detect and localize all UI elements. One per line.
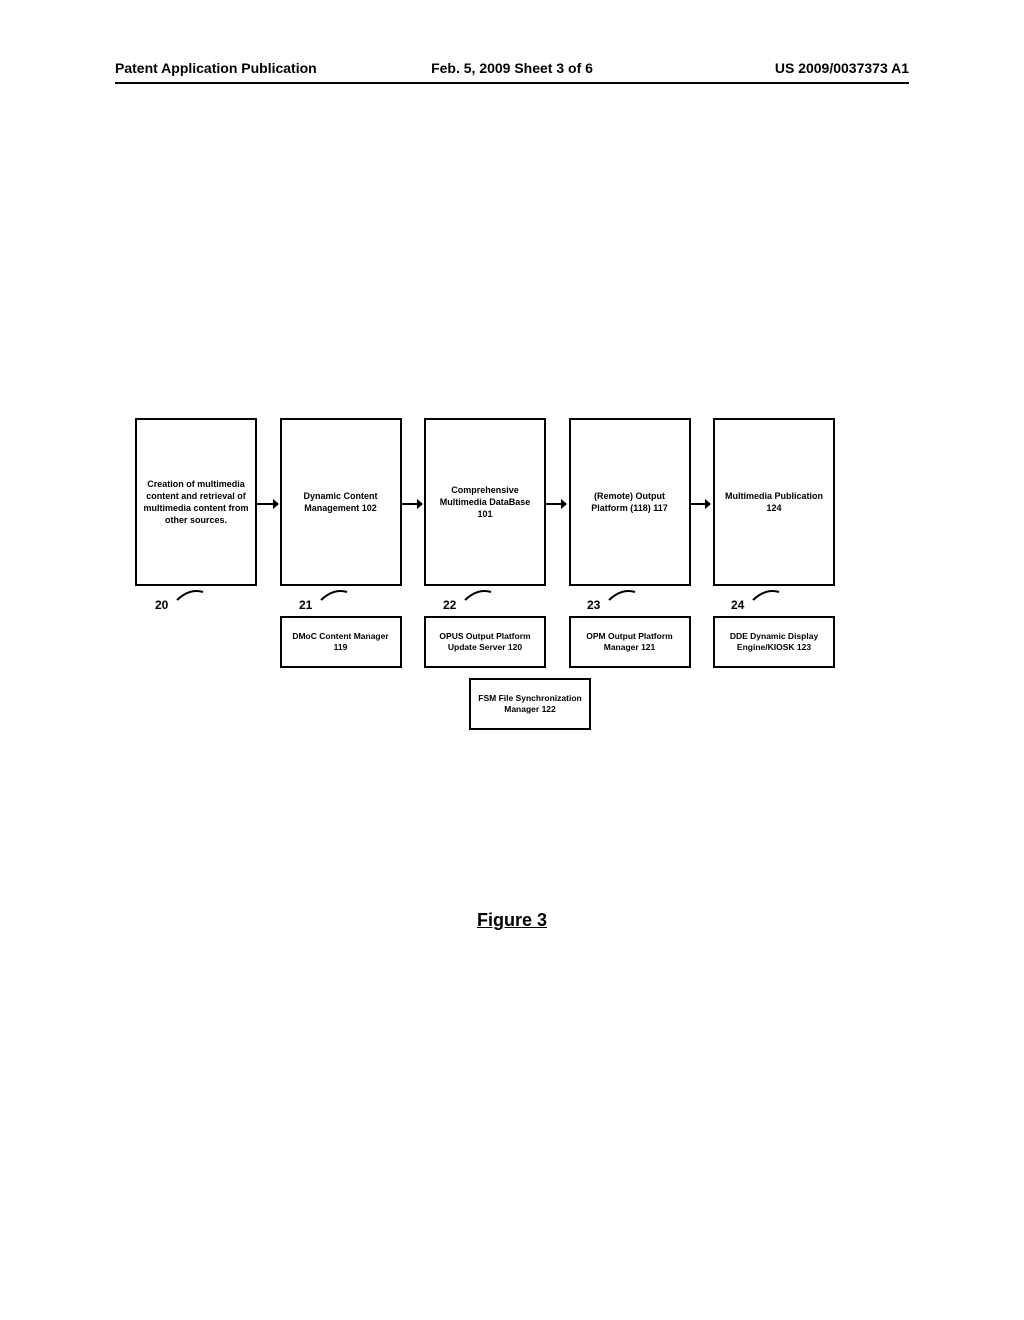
box-creation: Creation of multimedia content and retri… — [135, 418, 257, 586]
sub-row: DMoC Content Manager 119 OPUS Output Pla… — [135, 616, 835, 668]
spacer — [135, 616, 257, 668]
ref-24: 24 — [731, 598, 744, 612]
box-publication: Multimedia Publication 124 — [713, 418, 835, 586]
box-dmoc: DMoC Content Manager 119 — [280, 616, 402, 668]
arrow-4 — [689, 498, 711, 510]
tick-22 — [463, 586, 493, 602]
top-row: Creation of multimedia content and retri… — [135, 418, 835, 586]
tick-23 — [607, 586, 637, 602]
ref-23: 23 — [587, 598, 600, 612]
ref-21: 21 — [299, 598, 312, 612]
box-dynamic-content: Dynamic Content Management 102 — [280, 418, 402, 586]
header-left: Patent Application Publication — [115, 60, 380, 76]
box-dde: DDE Dynamic Display Engine/KIOSK 123 — [713, 616, 835, 668]
ref-row: 20 21 22 23 24 — [135, 588, 835, 616]
box-output-platform: (Remote) Output Platform (118) 117 — [569, 418, 691, 586]
box-database: Comprehensive Multimedia DataBase 101 — [424, 418, 546, 586]
box-opus: OPUS Output Platform Update Server 120 — [424, 616, 546, 668]
ref-22: 22 — [443, 598, 456, 612]
arrow-1 — [257, 498, 279, 510]
box-fsm: FSM File Synchronization Manager 122 — [469, 678, 591, 730]
header-rule — [115, 82, 909, 84]
figure-label: Figure 3 — [0, 910, 1024, 931]
arrow-2 — [401, 498, 423, 510]
arrow-3 — [545, 498, 567, 510]
header-right: US 2009/0037373 A1 — [644, 60, 909, 76]
header-row: Patent Application Publication Feb. 5, 2… — [115, 60, 909, 76]
tick-20 — [175, 586, 205, 602]
diagram: Creation of multimedia content and retri… — [135, 418, 835, 738]
page-header: Patent Application Publication Feb. 5, 2… — [0, 60, 1024, 84]
box-opm: OPM Output Platform Manager 121 — [569, 616, 691, 668]
ref-20: 20 — [155, 598, 168, 612]
header-center: Feb. 5, 2009 Sheet 3 of 6 — [380, 60, 645, 76]
fsm-row: FSM File Synchronization Manager 122 — [135, 678, 835, 738]
tick-21 — [319, 586, 349, 602]
page: Patent Application Publication Feb. 5, 2… — [0, 0, 1024, 1320]
tick-24 — [751, 586, 781, 602]
